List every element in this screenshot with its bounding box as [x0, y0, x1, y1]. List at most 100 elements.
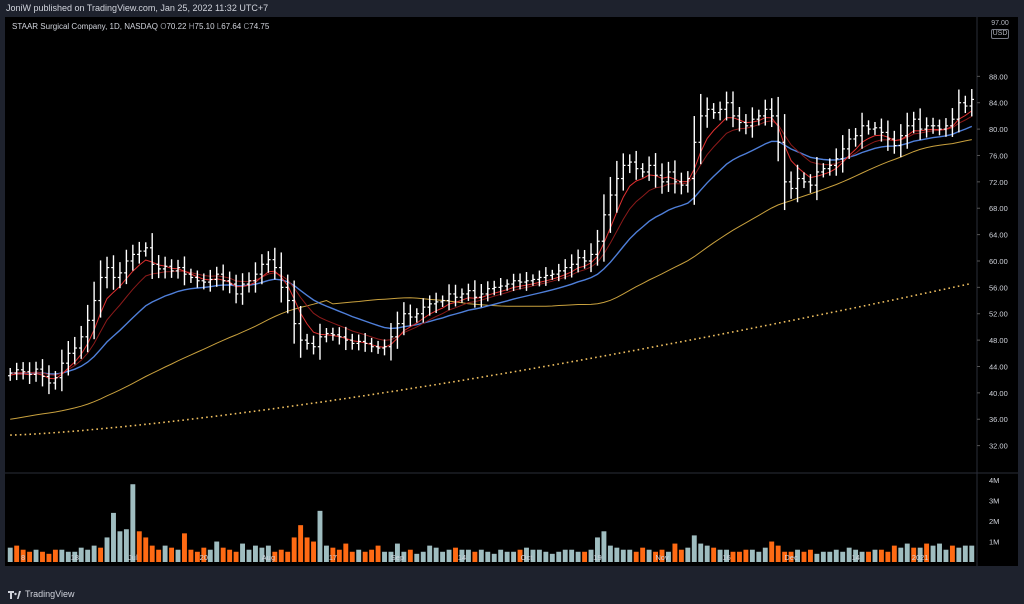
volume-bar	[937, 543, 942, 562]
volume-bar	[478, 549, 484, 562]
volume-bar	[653, 551, 659, 562]
volume-bar	[524, 547, 529, 562]
footer-bar: TradingView	[0, 584, 1024, 604]
volume-bar	[678, 549, 684, 562]
volume-bar	[820, 551, 826, 562]
open-key: O	[160, 22, 167, 31]
volume-bar	[369, 549, 375, 562]
volume-bar	[33, 549, 39, 562]
volume-bar	[253, 545, 258, 562]
volume-bar	[175, 549, 181, 562]
price-tick-label: 72.00	[989, 178, 1008, 187]
volume-tick-label: 2M	[989, 517, 999, 526]
price-tick-label: 36.00	[989, 415, 1008, 424]
volume-bar	[717, 549, 723, 562]
volume-bar	[459, 549, 465, 562]
time-tick-label: Aug	[262, 553, 275, 562]
volume-bar	[27, 551, 33, 562]
volume-bar	[646, 549, 652, 562]
volume-bar	[724, 549, 729, 562]
volume-bar	[130, 484, 136, 562]
volume-bar	[807, 549, 813, 562]
price-tick-label: 88.00	[989, 72, 1008, 81]
close-value: 74.75	[249, 22, 270, 31]
volume-bar	[769, 541, 775, 562]
close-key: C	[243, 22, 250, 31]
volume-bar	[433, 547, 439, 562]
volume-bar	[291, 537, 297, 562]
volume-bar	[388, 551, 394, 562]
volume-bar	[182, 533, 187, 562]
price-tick-label: 56.00	[989, 283, 1008, 292]
volume-bar	[440, 551, 446, 562]
volume-bar	[272, 551, 278, 562]
volume-bar	[472, 551, 478, 562]
currency-badge[interactable]: USD	[990, 29, 1010, 39]
volume-bar	[911, 547, 917, 562]
volume-bar	[453, 547, 458, 562]
volume-bar	[930, 545, 936, 562]
time-tick-label: Oct	[521, 553, 534, 562]
volume-bar	[278, 549, 284, 562]
volume-bar	[330, 547, 336, 562]
volume-bar	[640, 547, 646, 562]
volume-bar	[227, 549, 233, 562]
volume-bar	[840, 551, 846, 562]
publisher-text: JoniW published on TradingView.com, Jan …	[6, 3, 269, 13]
volume-bar	[801, 551, 807, 562]
price-tick-label: 48.00	[989, 336, 1008, 345]
volume-bar	[149, 545, 155, 562]
volume-bar	[814, 553, 820, 562]
volume-tick-label: 3M	[989, 497, 999, 506]
volume-bar	[7, 547, 13, 562]
time-tick-label: Sep	[391, 553, 404, 562]
price-tick-label: 68.00	[989, 204, 1008, 213]
high-key: H	[188, 22, 195, 31]
volume-bar	[420, 551, 426, 562]
volume-bar	[756, 551, 762, 562]
volume-bar	[401, 551, 407, 562]
volume-bar	[111, 512, 116, 562]
chart-panel[interactable]: 32.00 36.00 40.00 44.00 48.00 52.00 56.00 60.00…	[5, 17, 1018, 566]
volume-bar	[201, 547, 207, 562]
volume-bar	[898, 547, 904, 562]
volume-bar	[775, 545, 781, 562]
currency-label[interactable]: 97.00 USD	[988, 20, 1012, 39]
volume-bar	[737, 551, 742, 562]
volume-bar	[924, 543, 930, 562]
volume-bar	[65, 551, 71, 562]
volume-bar	[827, 551, 833, 562]
publisher-bar: JoniW published on TradingView.com, Jan …	[0, 0, 1024, 17]
volume-bar	[885, 551, 891, 562]
volume-bar	[136, 531, 142, 562]
volume-bar	[156, 549, 162, 562]
volume-bar	[504, 551, 510, 562]
volume-bar	[465, 549, 471, 562]
volume-bar	[743, 549, 749, 562]
time-tick-label: 19	[593, 553, 601, 562]
volume-bar	[311, 541, 316, 562]
volume-bar	[143, 537, 149, 562]
volume-bar	[846, 547, 852, 562]
volume-bar	[491, 553, 497, 562]
volume-bar	[78, 547, 84, 562]
volume-bar	[788, 551, 794, 562]
volume-bar	[614, 547, 620, 562]
tradingview-logo-icon	[8, 590, 21, 599]
price-chart[interactable]: 32.00 36.00 40.00 44.00 48.00 52.00 56.00 60.00…	[5, 17, 1018, 566]
axis-top-label: 97.00	[991, 20, 1009, 27]
volume-bar	[833, 549, 839, 562]
volume-bar	[356, 549, 362, 562]
volume-bar	[117, 531, 123, 562]
time-tick-label: 16	[722, 553, 730, 562]
volume-bar	[956, 547, 962, 562]
volume-bar	[91, 545, 97, 562]
volume-bar	[620, 549, 626, 562]
volume-bar	[878, 549, 884, 562]
volume-bar	[698, 543, 704, 562]
volume-bar	[659, 549, 665, 562]
volume-bar	[46, 553, 52, 562]
volume-bar	[362, 551, 368, 562]
volume-bar	[627, 549, 633, 562]
volume-bar	[233, 551, 239, 562]
